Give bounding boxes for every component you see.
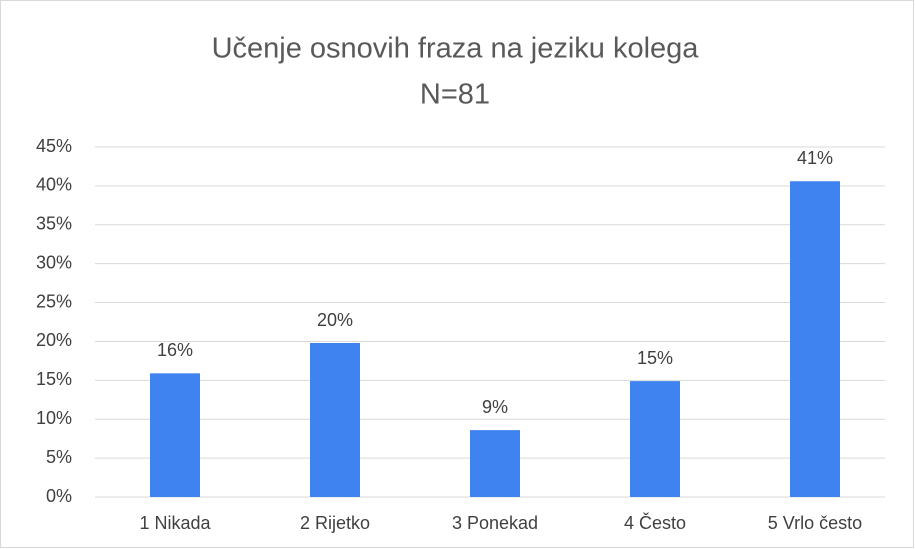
y-tick-label: 30% (36, 252, 72, 272)
y-tick-label: 0% (46, 486, 72, 506)
bar (790, 181, 840, 497)
y-tick-label: 25% (36, 291, 72, 311)
y-tick-label: 20% (36, 330, 72, 350)
data-label: 15% (637, 348, 673, 368)
y-tick-label: 45% (36, 136, 72, 156)
y-tick-label: 35% (36, 214, 72, 234)
bar (310, 343, 360, 497)
chart-subtitle: N=81 (420, 79, 490, 111)
y-tick-label: 40% (36, 175, 72, 195)
x-tick-label: 3 Ponekad (452, 513, 538, 533)
bar (470, 430, 520, 497)
y-tick-label: 10% (36, 408, 72, 428)
data-label: 20% (317, 310, 353, 330)
data-label: 9% (482, 397, 508, 417)
y-tick-label: 5% (46, 447, 72, 467)
x-tick-label: 2 Rijetko (300, 513, 370, 533)
data-label: 16% (157, 340, 193, 360)
y-tick-label: 15% (36, 369, 72, 389)
bar (630, 381, 680, 497)
x-tick-label: 1 Nikada (139, 513, 211, 533)
x-tick-label: 4 Često (624, 512, 686, 533)
bar (150, 373, 200, 497)
chart-title: Učenje osnovih fraza na jeziku kolega (212, 33, 700, 65)
x-tick-label: 5 Vrlo često (768, 513, 862, 533)
data-label: 41% (797, 148, 833, 168)
